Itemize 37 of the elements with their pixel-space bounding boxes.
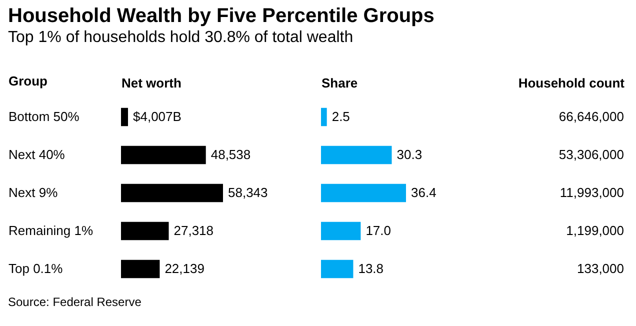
bar xyxy=(121,222,169,240)
data-label: 58,343 xyxy=(228,185,268,200)
text: 133,000 xyxy=(577,261,624,276)
text: Household count xyxy=(518,76,626,90)
bar xyxy=(321,184,406,202)
text: 1,199,000 xyxy=(566,223,624,238)
text: 66,646,000 xyxy=(558,109,624,124)
data-label: 48,538 xyxy=(210,147,251,162)
y-tick-label: Top 0.1% xyxy=(8,261,64,276)
bar xyxy=(121,184,223,202)
data-label: 27,318 xyxy=(174,223,214,238)
bar xyxy=(121,146,206,164)
chart-subtitle: Top 1% of households hold 30.8% of total wealth xyxy=(8,29,354,46)
bar xyxy=(321,146,392,164)
data-label: 2.5 xyxy=(332,109,350,124)
data-label: 13.8 xyxy=(358,261,384,276)
data-label: 30.3 xyxy=(396,147,422,162)
text: 11,993,000 xyxy=(560,185,624,200)
y-tick-label: Next 9% xyxy=(8,185,58,200)
data-label: $4,007B xyxy=(133,109,182,124)
x-axis-title: Net worth xyxy=(122,76,182,90)
y-tick-label: Remaining 1% xyxy=(8,223,94,238)
y-axis-title: Group xyxy=(8,74,48,88)
data-label: 36.4 xyxy=(411,185,436,200)
bar xyxy=(321,108,327,126)
source-note: Source: Federal Reserve xyxy=(8,295,142,309)
text: 53,306,000 xyxy=(558,147,624,162)
chart-title: Household Wealth by Five Percentile Groups xyxy=(8,5,434,27)
x-axis-title: Share xyxy=(322,76,358,90)
bar xyxy=(321,222,361,240)
y-tick-label: Bottom 50% xyxy=(8,109,80,124)
y-tick-label: Next 40% xyxy=(8,147,66,162)
bar xyxy=(121,108,128,126)
data-label: 22,139 xyxy=(164,261,204,276)
bar xyxy=(321,260,354,278)
data-label: 17.0 xyxy=(366,223,392,238)
bar xyxy=(121,260,160,278)
